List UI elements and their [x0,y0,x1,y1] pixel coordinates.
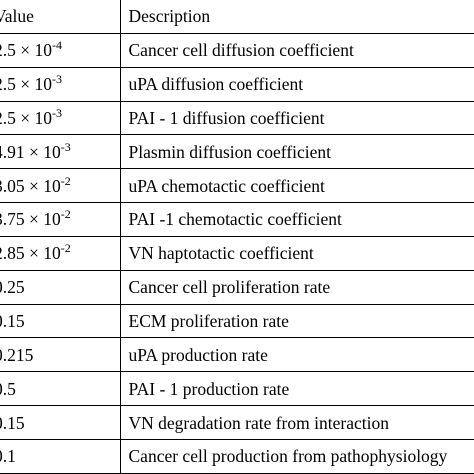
description-cell: Cancer cell production from pathophysiol… [119,438,474,474]
value-exponent: -3 [52,72,62,87]
value-text: 4.91 × 10-3 [0,136,71,168]
value-base: 0.15 [0,412,25,433]
value-base: 0.5 [0,378,16,399]
value-base: 2.5 × 10 [0,40,52,61]
value-text: 2.85 × 10-2 [0,237,71,269]
description-cell: PAI -1 chemotactic coefficient [119,202,474,237]
value-text: 3.05 × 10-2 [0,170,71,202]
table-row: 0.15 ECM proliferation rate [0,303,474,339]
value-cell: 3.75 × 10-2 [0,202,121,237]
table-row: 0.5 PAI - 1 production rate [0,371,474,407]
header-value: Value [0,0,121,34]
value-cell: 0.215 [0,337,121,373]
table-row: 2.5 × 10-4 Cancer cell diffusion coeffici… [0,32,474,68]
table-row: 0.1 Cancer cell production from pathophys… [0,438,474,474]
description-cell: uPA diffusion coefficient [119,66,474,102]
value-cell: 0.15 [0,303,121,339]
value-text: 0.15 [0,407,25,439]
value-exponent: -2 [60,207,71,222]
table-row: 3.75 × 10-2 PAI -1 chemotactic coefficien… [0,202,474,237]
value-cell: 4.91 × 10-3 [0,134,121,170]
description-cell: VN haptotactic coefficient [119,235,474,271]
table-row: 0.15 VN degradation rate from interaction [0,405,474,440]
value-base: 0.1 [0,446,16,467]
value-cell: 2.5 × 10-3 [0,66,121,102]
value-text: 2.5 × 10-4 [0,34,62,66]
value-base: 2.5 × 10 [0,74,52,95]
table-row: 2.85 × 10-2 VN haptotactic coefficient [0,235,474,271]
table-header-row: Value Description [0,0,474,34]
value-text: 0.5 [0,373,16,405]
description-cell: PAI - 1 diffusion coefficient [119,100,474,136]
description-cell: PAI - 1 production rate [119,371,474,407]
value-text: 0.15 [0,305,25,337]
value-exponent: -3 [52,105,62,120]
value-exponent: -2 [60,241,71,256]
value-cell: 0.15 [0,405,121,440]
table-row: 0.25 Cancer cell proliferation rate [0,269,474,305]
value-exponent: -4 [52,38,62,53]
header-description: Description [119,0,474,34]
table-row: 2.5 × 10-3 PAI - 1 diffusion coefficient [0,100,474,136]
description-cell: uPA chemotactic coefficient [119,168,474,204]
value-base: 2.85 × 10 [0,243,61,264]
value-text: 0.1 [0,440,16,472]
description-cell: VN degradation rate from interaction [119,405,474,440]
table-row: 2.5 × 10-3 uPA diffusion coefficient [0,66,474,102]
value-text: 0.25 [0,271,25,303]
value-text: 2.5 × 10-3 [0,102,62,134]
value-base: 3.75 × 10 [0,209,61,230]
value-cell: 0.25 [0,269,121,305]
value-text: 3.75 × 10-2 [0,204,71,236]
value-text: 2.5 × 10-3 [0,68,62,100]
value-cell: 2.5 × 10-4 [0,32,121,68]
description-cell: uPA production rate [119,337,474,373]
value-base: 4.91 × 10 [0,141,61,162]
value-text: 0.215 [0,339,33,371]
description-cell: ECM proliferation rate [119,303,474,339]
description-cell: Cancer cell diffusion coefficient [119,32,474,68]
table-row: 3.05 × 10-2 uPA chemotactic coefficient [0,168,474,204]
value-base: 2.5 × 10 [0,107,52,128]
value-cell: 3.05 × 10-2 [0,168,121,204]
value-base: 0.15 [0,311,25,332]
table-row: 0.215 uPA production rate [0,337,474,373]
value-cell: 2.5 × 10-3 [0,100,121,136]
value-cell: 0.1 [0,438,121,474]
description-cell: Cancer cell proliferation rate [119,269,474,305]
value-exponent: -2 [60,173,71,188]
value-base: 0.215 [0,344,34,365]
value-base: 0.25 [0,277,25,298]
value-cell: 0.5 [0,371,121,407]
value-cell: 2.85 × 10-2 [0,235,121,271]
value-base: 3.05 × 10 [0,175,61,196]
value-exponent: -3 [60,139,71,154]
description-cell: Plasmin diffusion coefficient [119,134,474,170]
table-row: 4.91 × 10-3 Plasmin diffusion coefficient [0,134,474,170]
